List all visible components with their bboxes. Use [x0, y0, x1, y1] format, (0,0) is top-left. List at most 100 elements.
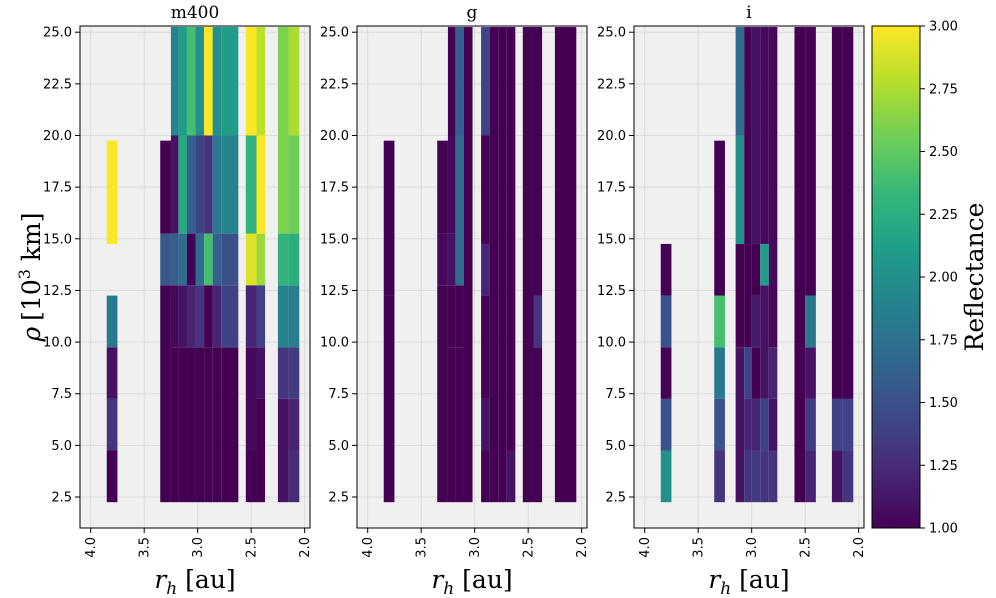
x-axis-label-main: r: [431, 565, 445, 594]
y-tick-label: 17.5: [597, 181, 626, 196]
axes-frame: [79, 25, 311, 529]
heatmap-cell: [186, 27, 196, 136]
axes-frame: [633, 25, 865, 529]
heatmap-cell: [760, 450, 769, 503]
heatmap-cell: [760, 398, 769, 451]
heatmap-cell: [735, 135, 745, 244]
x-tick-label: 3.0: [468, 537, 483, 558]
y-tick-label: 10.0: [597, 336, 626, 351]
x-tick-label: 2.0: [852, 537, 867, 558]
x-axis-label: rh [au]: [154, 565, 235, 598]
heatmap-cell: [160, 285, 171, 503]
y-tick-label: 7.5: [51, 387, 72, 402]
heatmap-cell: [842, 27, 854, 399]
heatmap-cell: [751, 243, 761, 296]
heatmap-cell: [481, 135, 490, 244]
y-axis-label-exp: 3: [15, 269, 34, 279]
heatmap-cells: [660, 27, 854, 503]
heatmap-cell: [383, 140, 395, 296]
heatmap-cell: [714, 347, 725, 399]
colorbar-tick-label: 3.00: [929, 20, 958, 35]
heatmap-cell: [660, 450, 672, 503]
heatmap-cell: [744, 450, 752, 503]
heatmap-cell: [533, 295, 543, 348]
heatmap-cell: [256, 450, 266, 503]
heatmap-cell: [714, 140, 725, 296]
y-tick-label: 20.0: [43, 129, 72, 144]
heatmap-cell: [245, 135, 257, 234]
heatmap-cell: [160, 140, 171, 234]
heatmap-cell: [245, 347, 257, 451]
colorbar-tick-label: 1.50: [929, 396, 958, 411]
heatmap-cell: [195, 135, 205, 234]
heatmap-cell: [805, 450, 816, 503]
heatmap-cell: [277, 285, 289, 348]
heatmap-cell: [831, 450, 843, 503]
colorbar-tick-label: 1.75: [929, 333, 958, 348]
x-tick-label: 3.5: [692, 537, 707, 558]
y-tick-label: 15.0: [597, 232, 626, 247]
heatmap-cell: [106, 347, 118, 399]
x-ticks: 4.0 3.5 3.0 2.5 2.0: [84, 528, 313, 558]
heatmap-cell: [447, 233, 456, 286]
heatmap-cell: [447, 347, 456, 503]
heatmap-cell: [106, 295, 118, 348]
panel-m400: 2.5 5.0 7.5 10.0 12.5 15.0 17.5 20.0 22.5 25.0 4.…: [43, 3, 313, 598]
heatmap-cell: [714, 295, 725, 348]
heatmap-cell: [437, 140, 448, 234]
heatmap-cell: [831, 27, 843, 399]
heatmap-cell: [660, 398, 672, 451]
y-tick-label: 22.5: [597, 77, 626, 92]
heatmap-cell: [794, 27, 806, 503]
heatmap-cell: [245, 450, 257, 503]
y-tick-label: 10.0: [320, 336, 349, 351]
heatmap-cell: [106, 140, 118, 244]
heatmap-cell: [277, 398, 289, 503]
heatmap-cell: [805, 27, 816, 296]
heatmap-cell: [735, 27, 745, 136]
heatmap-cell: [288, 450, 300, 503]
heatmap-cell: [245, 27, 257, 136]
heatmap-cell: [831, 398, 843, 451]
heatmap-cell: [204, 233, 213, 286]
y-ticks: 2.5 5.0 7.5 10.0 12.5 15.0 17.5 20.0 22.5 25.0: [320, 26, 357, 506]
heatmap-cell: [481, 450, 490, 503]
heatmap-cell: [447, 285, 456, 348]
y-axis-label: ρ [103 km]: [15, 212, 46, 342]
x-axis-label-unit: [au]: [177, 565, 235, 594]
x-axis-label-unit: [au]: [731, 565, 789, 594]
heatmap-cell: [277, 27, 289, 136]
heatmap-cell: [751, 398, 761, 451]
x-tick-label: 3.5: [415, 537, 430, 558]
y-tick-label: 15.0: [43, 232, 72, 247]
heatmap-cell: [195, 347, 205, 503]
heatmap-cell: [221, 233, 239, 286]
heatmap-cells: [383, 27, 577, 503]
colorbar-tick-label: 2.00: [929, 271, 958, 286]
heatmap-cell: [212, 233, 222, 286]
heatmap-cell: [178, 347, 187, 503]
heatmap-cell: [437, 233, 448, 286]
heatmap-cell: [256, 233, 266, 286]
heatmap-cell: [768, 27, 778, 348]
axes-frame: [356, 25, 588, 529]
heatmap-cell: [170, 347, 179, 503]
heatmap-cell: [186, 233, 196, 286]
heatmap-cell: [106, 398, 118, 451]
heatmap-cell: [735, 243, 745, 348]
heatmap-cell: [170, 285, 179, 348]
heatmap-cell: [204, 135, 213, 234]
heatmap-cell: [481, 27, 490, 136]
heatmap-cell: [751, 295, 761, 348]
x-tick-label: 3.0: [191, 537, 206, 558]
heatmap-cell: [195, 233, 205, 286]
y-axis-label-main: ρ: [17, 327, 46, 343]
heatmap-cell: [288, 27, 300, 136]
heatmap-cell: [744, 347, 752, 399]
heatmap-cell: [195, 285, 205, 348]
heatmap-cell: [768, 347, 778, 399]
heatmap-cell: [170, 27, 179, 136]
heatmap-cell: [751, 27, 761, 244]
panel-title: m400: [171, 3, 220, 23]
